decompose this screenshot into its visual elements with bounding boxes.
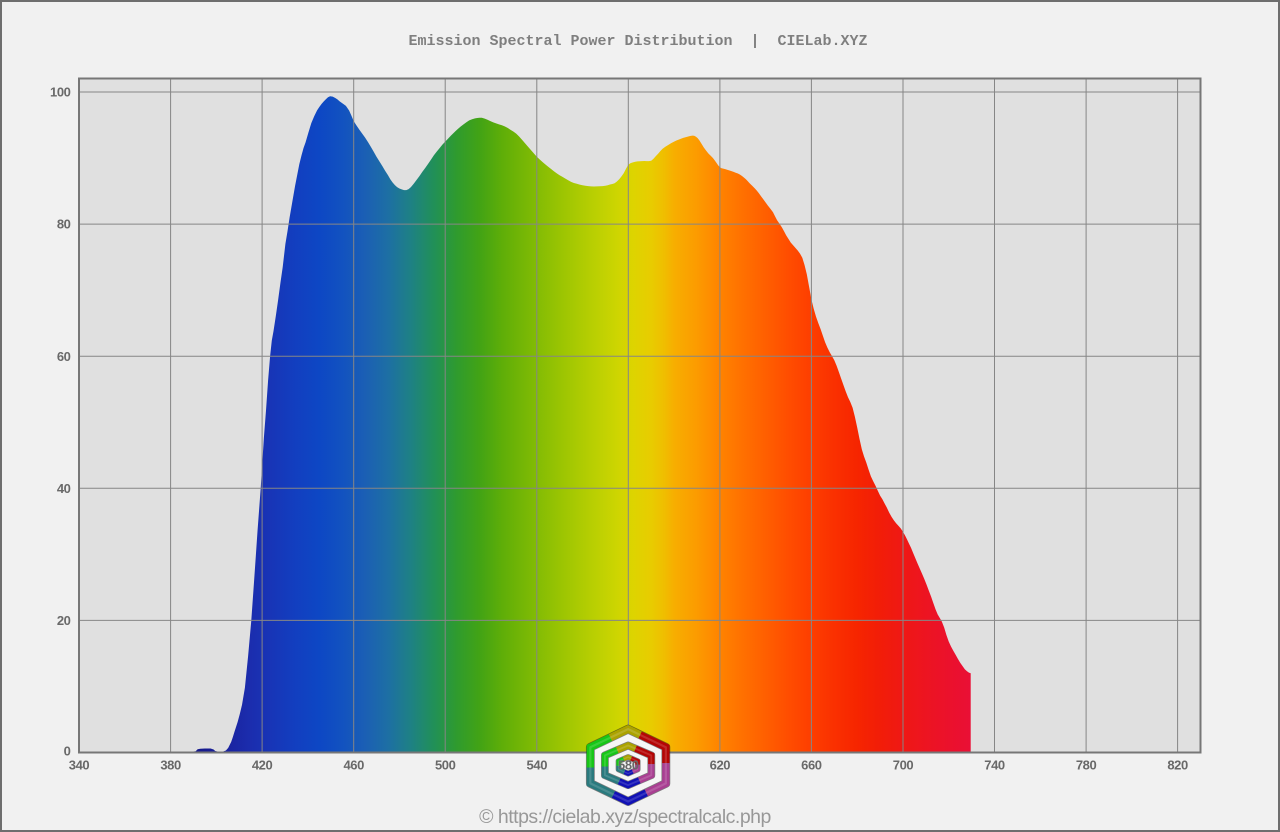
svg-text:100: 100 [50, 85, 71, 100]
svg-text:580: 580 [618, 758, 639, 773]
svg-text:420: 420 [252, 758, 273, 773]
svg-text:380: 380 [160, 758, 181, 773]
svg-text:620: 620 [710, 758, 731, 773]
svg-text:540: 540 [527, 758, 548, 773]
svg-text:40: 40 [57, 481, 71, 496]
svg-text:740: 740 [984, 758, 1005, 773]
svg-text:0: 0 [64, 743, 71, 758]
svg-text:© https://cielab.xyz/spectralc: © https://cielab.xyz/spectralcalc.php [479, 806, 771, 828]
svg-text:80: 80 [57, 217, 71, 232]
svg-text:20: 20 [57, 613, 71, 628]
svg-text:820: 820 [1167, 758, 1188, 773]
svg-text:60: 60 [57, 349, 71, 364]
svg-text:500: 500 [435, 758, 456, 773]
svg-text:780: 780 [1076, 758, 1097, 773]
svg-text:460: 460 [343, 758, 364, 773]
svg-text:340: 340 [69, 758, 90, 773]
svg-text:700: 700 [893, 758, 914, 773]
svg-text:660: 660 [801, 758, 822, 773]
svg-text:Emission Spectral Power Distri: Emission Spectral Power Distribution | C… [408, 33, 867, 50]
